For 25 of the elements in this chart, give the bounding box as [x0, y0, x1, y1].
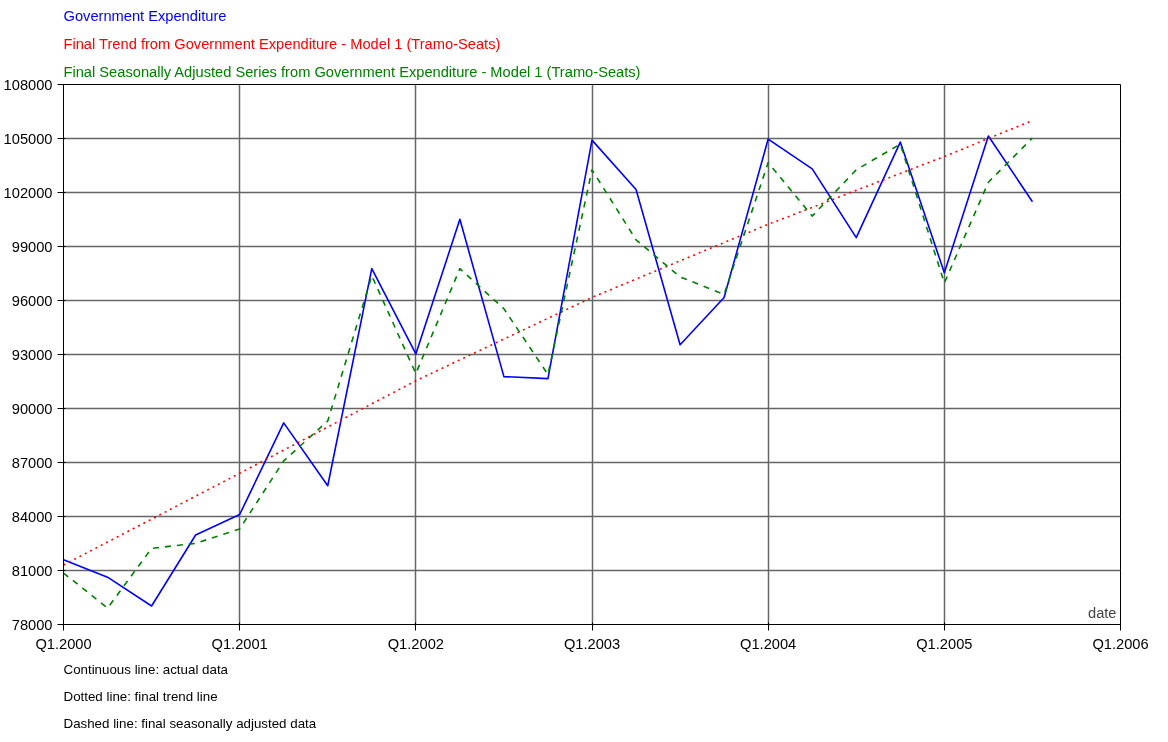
y-tick-label: 105000 [3, 130, 53, 147]
y-tick-label: 99000 [11, 238, 53, 255]
text: Dashed line: final seasonally adjusted data [63, 715, 317, 731]
y-tick-label: 84000 [11, 508, 53, 525]
y-tick-label: 102000 [3, 184, 53, 201]
text: Final Seasonally Adjusted Series from Government Expenditure - Model 1 (Tramo-Seats) [63, 63, 641, 80]
x-tick-label: Q1.2005 [916, 635, 973, 652]
y-tick-label: 108000 [3, 76, 53, 93]
y-tick-label: 93000 [11, 346, 53, 363]
x-tick-label: Q1.2002 [387, 635, 444, 652]
y-tick-label: 90000 [11, 400, 53, 417]
y-tick-label: 81000 [11, 562, 53, 579]
x-tick-label: Q1.2000 [35, 635, 92, 652]
x-axis-title: date [1087, 604, 1117, 621]
text: Continuous line: actual data [63, 661, 229, 677]
text: Government Expenditure [63, 7, 227, 24]
x-tick-label: Q1.2003 [563, 635, 621, 652]
y-tick-label: 78000 [11, 616, 53, 633]
x-tick-label: Q1.2006 [1092, 635, 1149, 652]
y-tick-label: 87000 [11, 454, 53, 471]
text: Final Trend from Government Expenditure - Model 1 (Tramo-Seats) [63, 35, 501, 52]
x-tick-label: Q1.2001 [211, 635, 268, 652]
text: Dotted line: final trend line [63, 688, 218, 704]
x-tick-label: Q1.2004 [740, 635, 797, 652]
y-tick-label: 96000 [11, 292, 53, 309]
